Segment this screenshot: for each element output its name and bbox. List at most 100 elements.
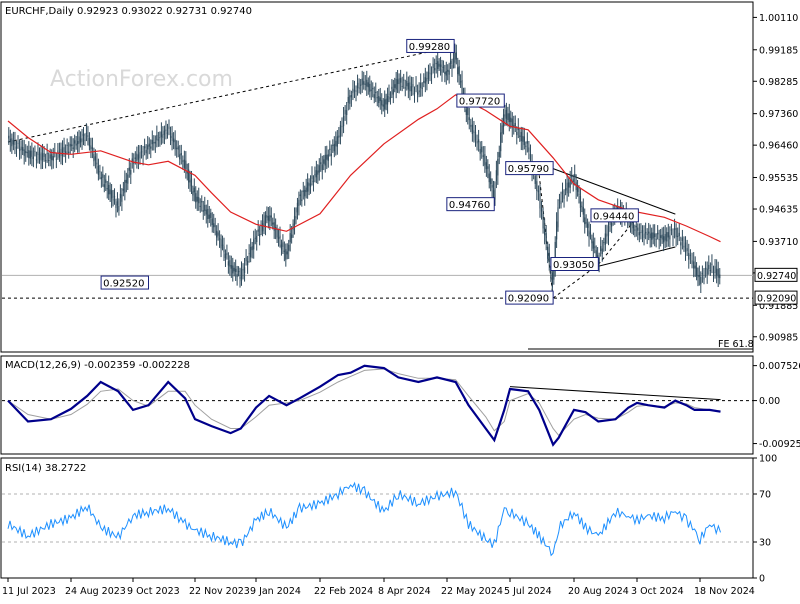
candle-body — [370, 89, 372, 91]
watermark: ActionForex.com — [50, 67, 233, 92]
y-tick-label: 0.93710 — [759, 237, 798, 248]
candle-body — [406, 80, 408, 87]
candle-body — [606, 233, 608, 237]
candle-body — [717, 268, 719, 278]
candle-body — [437, 61, 439, 69]
candle-body — [683, 245, 685, 248]
candle-body — [452, 58, 455, 60]
candle-body — [516, 131, 518, 136]
candle-body — [25, 151, 27, 153]
annotation-box — [505, 161, 554, 176]
candle-body — [537, 190, 540, 193]
candle-body — [264, 215, 267, 227]
y-tick-label: 0.95535 — [759, 173, 798, 184]
candle-body — [631, 220, 633, 225]
candle-body — [151, 139, 153, 145]
candle-body — [8, 135, 10, 139]
candle-body — [156, 134, 158, 141]
candle-body — [304, 189, 306, 197]
candle-body — [301, 199, 303, 202]
candle-body — [185, 160, 187, 170]
candle-body — [125, 179, 127, 183]
candle-body — [568, 182, 570, 188]
candle-body — [248, 253, 250, 255]
candle-body — [342, 115, 345, 127]
candle-body — [511, 118, 513, 128]
candle-body — [315, 170, 317, 178]
candle-body — [445, 71, 447, 76]
candle-body — [672, 236, 674, 238]
candle-body — [269, 215, 271, 222]
candle-body — [698, 274, 700, 277]
candle-body — [572, 179, 574, 183]
candle-body — [403, 79, 405, 81]
candle-body — [108, 184, 110, 195]
annotation-0.99280: 0.99280 — [406, 38, 455, 53]
candle-body — [366, 79, 368, 87]
candle-body — [719, 274, 721, 279]
candle-body — [697, 275, 699, 278]
candle-body — [449, 60, 452, 65]
candle-body — [494, 188, 496, 200]
candle-body — [240, 269, 243, 281]
candle-body — [461, 80, 463, 96]
candle-body — [391, 86, 393, 89]
annotation-box — [456, 93, 505, 108]
candle-body — [81, 138, 83, 142]
candle-body — [640, 232, 642, 234]
candle-body — [658, 239, 660, 241]
candle-body — [171, 133, 173, 141]
candle-body — [311, 175, 313, 179]
candle-body — [556, 221, 558, 240]
candle-body — [700, 276, 702, 285]
trend-line — [598, 246, 676, 267]
candle-body — [131, 158, 133, 162]
candle-body — [220, 239, 222, 249]
annotation-label: 0.92520 — [103, 279, 144, 290]
candle-body — [51, 154, 53, 161]
candle-body — [649, 233, 651, 239]
candle-body — [205, 209, 207, 215]
candle-body — [394, 84, 396, 88]
candle-body — [213, 223, 215, 228]
candle-body — [216, 230, 218, 238]
candle-body — [37, 151, 39, 155]
candle-body — [57, 150, 59, 152]
candle-body — [199, 205, 201, 208]
support-tag: 0.92090 — [754, 290, 798, 305]
candle-body — [60, 148, 62, 156]
candle-body — [45, 160, 47, 162]
candle-body — [69, 143, 71, 147]
candle-body — [18, 148, 21, 151]
candle-body — [663, 236, 665, 243]
annotation-0.94440: 0.94440 — [590, 208, 639, 223]
candle-body — [474, 131, 477, 141]
candle-body — [285, 249, 287, 260]
current-price-tag: 0.92740 — [754, 267, 798, 282]
candle-body — [706, 268, 708, 275]
candle-body — [148, 143, 150, 147]
candle-body — [611, 223, 613, 227]
candle-body — [109, 189, 111, 195]
candle-body — [604, 233, 606, 245]
x-tick-label: 22 May 2024 — [441, 586, 503, 597]
candle-body — [576, 184, 579, 192]
candle-body — [603, 242, 605, 244]
candle-body — [245, 257, 247, 262]
candle-body — [26, 152, 28, 154]
candle-body — [243, 267, 246, 274]
annotation-box — [550, 257, 599, 271]
x-tick-label: 3 Oct 2024 — [631, 586, 684, 597]
candle-body — [320, 162, 322, 165]
macd-signal-line — [7, 368, 721, 437]
candle-body — [41, 153, 44, 161]
candle-body — [280, 244, 283, 250]
candle-body — [352, 88, 354, 94]
candle-body — [376, 97, 378, 99]
candle-body — [561, 190, 564, 194]
candle-body — [239, 276, 241, 279]
candle-body — [648, 231, 650, 234]
candle-body — [652, 232, 654, 239]
candle-body — [448, 70, 450, 75]
